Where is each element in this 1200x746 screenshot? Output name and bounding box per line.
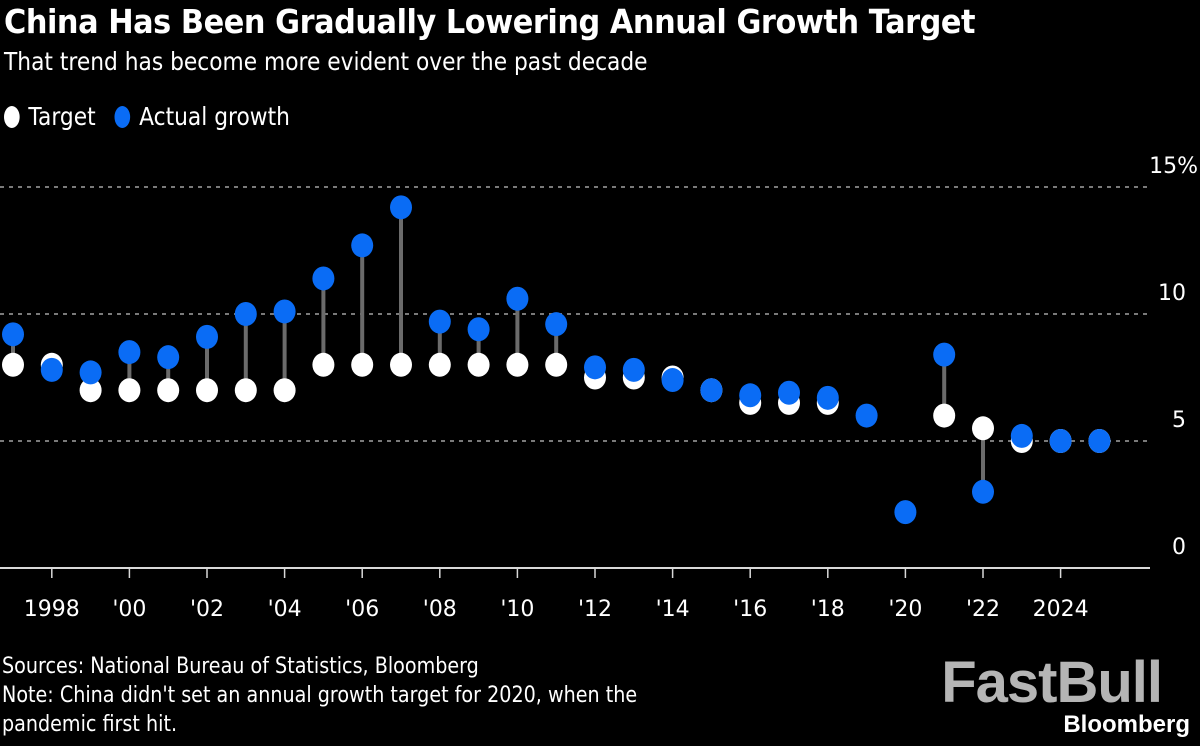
target-point-2003 <box>234 378 257 403</box>
x-tick-label: '14 <box>656 597 690 622</box>
target-point-2007 <box>390 352 412 377</box>
sources-text: Sources: National Bureau of Statistics, … <box>2 654 479 679</box>
x-tick-label: '18 <box>811 597 845 622</box>
actual-point-2000 <box>118 340 141 365</box>
actual-point-2013 <box>622 357 645 382</box>
x-tick-label: '00 <box>112 597 146 622</box>
target-point-2006 <box>351 352 374 377</box>
actual-point-2024 <box>1049 429 1072 453</box>
actual-point-2012 <box>584 355 606 380</box>
watermark-logo: FastBull Bloomberg <box>941 650 1190 739</box>
x-tick-label: '08 <box>423 597 457 622</box>
target-point-2002 <box>196 378 218 403</box>
legend: Target Actual growth <box>4 102 309 131</box>
actual-point-2010 <box>506 286 529 311</box>
target-point-2021 <box>933 403 956 428</box>
actual-point-2021 <box>933 342 956 367</box>
x-axis: 1998 '00 '02 '04 '06 '08 '10 '12 '14 '16 '18 '20 '22… <box>0 567 1150 622</box>
actual-point-2008 <box>428 309 451 334</box>
note-text-line1: Note: China didn't set an annual growth … <box>2 683 638 708</box>
connectors <box>11 207 985 492</box>
target-point-2000 <box>118 378 141 403</box>
x-tick-label: '20 <box>888 597 922 622</box>
y-tick-label: 10 <box>1158 281 1186 306</box>
actual-point-2017 <box>778 380 800 405</box>
actual-point-2014 <box>661 368 684 393</box>
gridlines <box>0 186 1150 442</box>
footer-notes: Sources: National Bureau of Statistics, … <box>2 652 637 739</box>
actual-point-2002 <box>196 324 218 349</box>
target-point-2004 <box>273 378 296 403</box>
legend-label-target: Target <box>28 102 96 131</box>
actual-point-2015 <box>700 378 723 403</box>
actual-point-2009 <box>467 317 490 342</box>
actual-point-1998 <box>40 357 63 382</box>
chart-subtitle: That trend has become more evident over … <box>4 47 648 76</box>
x-tick-label: '02 <box>190 597 224 622</box>
target-point-2010 <box>506 352 529 377</box>
actual-point-2001 <box>157 345 180 370</box>
actual-point-1997 <box>2 322 24 347</box>
target-point-2009 <box>467 352 490 377</box>
actual-point-2004 <box>273 299 296 324</box>
actual-point-2007 <box>390 195 412 220</box>
actual-point-2025 <box>1088 429 1111 453</box>
legend-item-actual: Actual growth <box>114 102 290 131</box>
actual-point-2016 <box>739 383 762 408</box>
actual-point-1999 <box>79 360 102 385</box>
target-point-2011 <box>545 352 568 377</box>
target-point-2001 <box>157 378 180 403</box>
note-text-line2: pandemic first hit. <box>2 712 178 737</box>
actual-point-2019 <box>855 403 878 428</box>
x-tick-label: '06 <box>345 597 379 622</box>
x-tick-label: '10 <box>500 597 534 622</box>
legend-item-target: Target <box>4 102 96 131</box>
target-point-1997 <box>2 352 24 377</box>
chart-title: China Has Been Gradually Lowering Annual… <box>4 2 976 41</box>
actual-point-2006 <box>351 233 374 258</box>
y-tick-label: 5 <box>1172 408 1186 433</box>
x-tick-label: '22 <box>966 597 1000 622</box>
y-axis-labels: 15% 10 5 0 <box>1149 154 1198 560</box>
actual-point-2003 <box>234 302 257 326</box>
legend-label-actual: Actual growth <box>139 102 290 131</box>
x-tick-label: 1998 <box>24 597 80 622</box>
actual-point-2018 <box>816 385 839 410</box>
fastbull-logo: FastBull <box>941 650 1163 715</box>
actual-points <box>2 195 1111 525</box>
target-point-2022 <box>972 416 994 441</box>
actual-point-2020 <box>894 500 917 525</box>
target-point-2008 <box>428 352 451 377</box>
x-tick-label: '12 <box>578 597 612 622</box>
actual-point-2011 <box>545 312 568 337</box>
legend-swatch-actual <box>114 105 131 128</box>
actual-point-2022 <box>972 479 994 504</box>
actual-point-2005 <box>312 266 335 291</box>
target-point-1999 <box>79 378 102 403</box>
actual-point-2023 <box>1010 423 1033 448</box>
bloomberg-logo: Bloomberg <box>1063 711 1190 738</box>
legend-swatch-target <box>4 105 20 128</box>
target-point-2005 <box>312 352 335 377</box>
y-tick-label: 0 <box>1172 535 1186 560</box>
x-tick-label: '16 <box>733 597 767 622</box>
y-tick-label: 15% <box>1149 154 1198 179</box>
x-tick-label: '04 <box>268 597 302 622</box>
x-tick-label: 2024 <box>1033 597 1089 622</box>
